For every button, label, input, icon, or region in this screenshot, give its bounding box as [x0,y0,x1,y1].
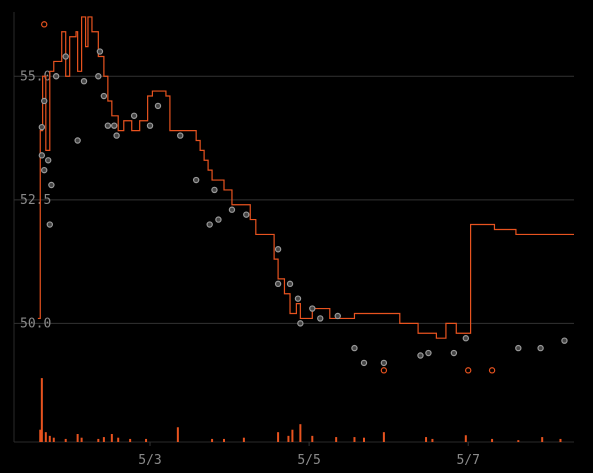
price-line [37,16,574,339]
volume-bar [145,438,148,442]
volume-bar [52,437,55,442]
volume-bar [541,437,544,442]
trade-point [274,280,282,288]
trade-point [62,53,69,60]
trade-point [154,102,162,110]
trade-point [96,48,104,55]
trade-point [38,123,46,131]
trade-point [211,186,218,194]
trade-point [80,77,88,85]
trade-point [45,157,52,164]
trade-point [351,344,358,352]
trade-point [38,152,46,159]
trade-point [104,122,112,129]
trade-point [243,211,250,218]
trade-point [294,295,302,302]
trade-point [41,166,48,174]
volume-bar [39,429,42,442]
volume-bar [517,440,520,442]
volume-bar [102,437,105,442]
trade-point [309,305,316,312]
trade-point [177,132,184,139]
trade-point [334,312,341,320]
trade-point [46,221,53,228]
volume-bar [80,437,83,442]
volume-bar [48,435,51,442]
volume-bar [117,437,120,442]
trade-point [465,367,472,374]
trade-point [462,335,470,342]
trade-point [111,122,118,129]
trade-point [206,221,213,228]
trade-point [74,137,81,144]
volume-bar [76,434,79,442]
volume-bar [40,378,43,442]
trade-point [130,112,138,119]
volume-bar [335,437,338,442]
y-tick-label: 52.5 [20,193,51,208]
volume-bar [44,432,47,442]
volume-bar [425,437,428,442]
trade-point [146,122,154,129]
x-tick-label: 5/3 [138,453,161,468]
volume-bar [491,438,494,442]
trade-point [95,73,102,80]
trade-point [215,216,222,223]
trade-point [380,359,388,367]
volume-bar [287,435,290,442]
trade-point [41,21,48,28]
trade-point [417,352,424,359]
volume-bar [291,429,294,442]
volume-bar [431,438,434,442]
trade-point [100,92,108,100]
trade-point [515,344,522,352]
trade-point [297,320,304,327]
trade-point [317,315,324,322]
volume-bar [97,438,100,442]
volume-bar [211,438,214,442]
volume-bar [353,437,356,442]
trade-point [286,280,294,288]
volume-bar [464,435,467,442]
trade-point [192,176,200,184]
volume-bar [363,437,365,442]
trade-point [228,206,236,213]
trade-point [41,97,48,105]
x-tick-label: 5/7 [456,453,479,468]
trade-point [48,181,55,189]
trade-point [425,349,432,357]
volume-bar [242,437,245,442]
volume-bar [129,438,132,442]
trade-point [52,73,60,80]
volume-bar [382,432,385,442]
trade-point [537,344,544,352]
trade-point [488,367,496,374]
volume-bar [223,438,225,442]
volume-bar [176,427,179,442]
x-tick-label: 5/5 [297,453,320,468]
volume-bar [64,438,67,442]
volume-bar [311,435,314,442]
trade-point [274,246,282,253]
y-tick-label: 55.0 [20,69,51,84]
volume-bar [110,434,113,442]
trade-point [561,337,568,344]
volume-bar [559,438,562,442]
trade-point [360,359,368,367]
y-tick-label: 50.0 [20,316,51,331]
trade-point [113,132,120,139]
trade-point [450,349,458,357]
trade-point [380,367,388,374]
volume-bar [299,424,302,442]
volume-bar [277,432,280,442]
